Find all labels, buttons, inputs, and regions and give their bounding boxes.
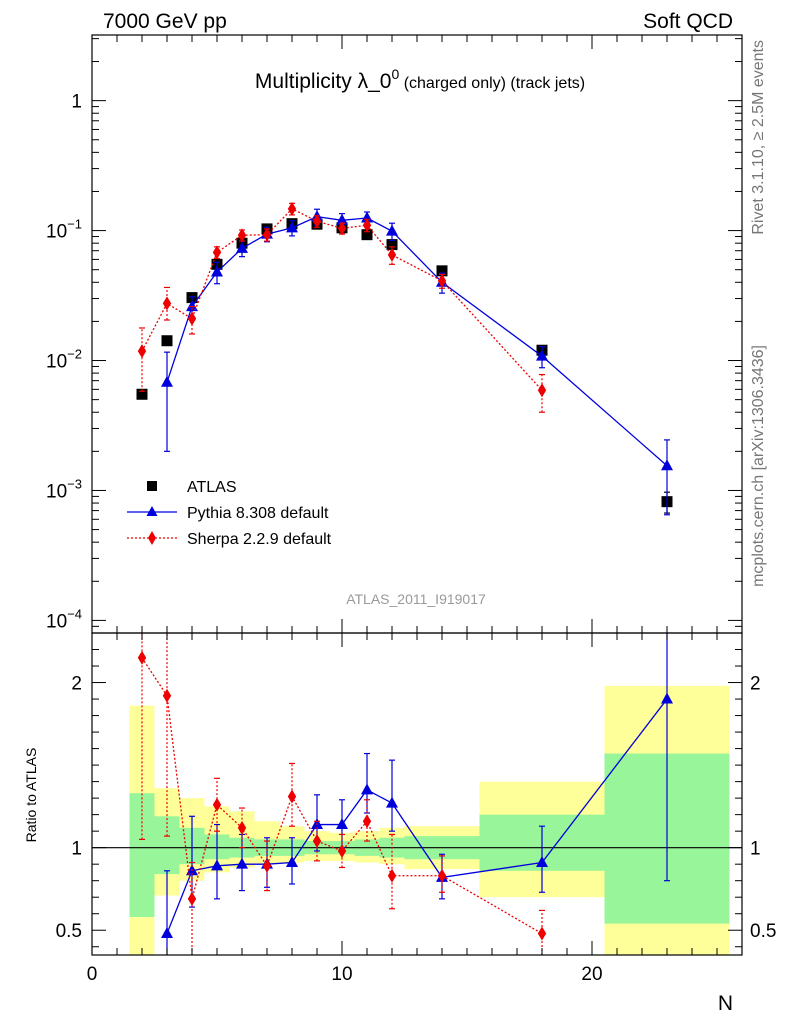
point-pythia-8-308-default — [161, 375, 173, 387]
point-pythia-8-308-default — [336, 213, 348, 225]
ratio-y-tick-label: 0.5 — [56, 921, 82, 942]
y-tick-label: 1 — [71, 92, 82, 113]
point-atlas — [136, 388, 148, 400]
main-axes: 1 10−1 10−2 10−3 10−4 — [46, 34, 743, 634]
y-tick-label: 10−1 — [46, 217, 82, 243]
reference-label: ATLAS_2011_I919017 — [346, 591, 486, 607]
series-line-sherpa-2-2-9-default — [141, 208, 543, 391]
y-tick-label: 10−3 — [46, 476, 82, 502]
x-axis-label: N — [718, 992, 733, 1015]
legend-marker-pythia — [146, 506, 158, 516]
ratio-axes: 0.5 0.51 12 20 10 20 — [56, 632, 776, 985]
point-sherpa-2-2-9-default — [437, 868, 447, 883]
legend-marker-sherpa — [148, 531, 156, 545]
ratio-y-tick-label-right: 0.5 — [750, 921, 776, 942]
point-sherpa-2-2-9-default — [212, 797, 222, 812]
point-pythia-8-308-default — [286, 221, 298, 233]
point-atlas — [361, 229, 373, 241]
x-tick-label: 10 — [331, 964, 352, 985]
x-tick-label: 0 — [87, 964, 98, 985]
point-sherpa-2-2-9-default — [337, 221, 347, 236]
category-label: Soft QCD — [643, 10, 733, 33]
point-pythia-8-308-default — [161, 927, 173, 939]
point-pythia-8-308-default — [361, 783, 373, 795]
band-green — [154, 816, 180, 875]
ratio-y-axis-label: Ratio to ATLAS — [23, 748, 39, 843]
point-sherpa-2-2-9-default — [312, 214, 322, 229]
point-atlas — [161, 335, 173, 347]
point-sherpa-2-2-9-default — [287, 201, 297, 216]
legend-marker-atlas — [147, 481, 157, 491]
plot-title-main: Multiplicity λ_0 — [255, 70, 392, 93]
plot-title-sup: 0 — [391, 66, 399, 82]
series-sherpa-2-2-9-default — [137, 201, 547, 413]
point-sherpa-2-2-9-default — [337, 843, 347, 858]
point-sherpa-2-2-9-default — [237, 820, 247, 835]
main-series-layer — [136, 201, 673, 516]
ratio-series-layer — [137, 633, 673, 955]
legend-item-atlas: ATLAS — [147, 479, 237, 496]
y-tick-label: 10−4 — [46, 606, 82, 632]
series-pythia-8-308-default — [161, 208, 673, 516]
point-pythia-8-308-default — [236, 241, 248, 253]
point-sherpa-2-2-9-default — [387, 868, 397, 883]
legend-item-pythia: Pythia 8.308 default — [127, 505, 329, 522]
point-sherpa-2-2-9-default — [362, 218, 372, 233]
legend-label-sherpa: Sherpa 2.2.9 default — [187, 531, 332, 548]
mcplots-label: mcplots.cern.ch [arXiv:1306.3436] — [750, 345, 767, 587]
x-tick-label: 20 — [581, 964, 602, 985]
point-sherpa-2-2-9-default — [387, 247, 397, 262]
rivet-label: Rivet 3.1.10, ≥ 2.5M events — [750, 40, 767, 235]
ratio-y-tick-label: 2 — [71, 674, 82, 695]
ratio-y-tick-label-right: 1 — [750, 839, 761, 860]
y-tick-label: 10−2 — [46, 347, 82, 373]
point-sherpa-2-2-9-default — [312, 834, 322, 849]
plot-title-suffix: (charged only) (track jets) — [399, 75, 585, 92]
plot-title: Multiplicity λ_00 (charged only) (track … — [255, 66, 585, 93]
point-sherpa-2-2-9-default — [537, 926, 547, 941]
band-green — [129, 793, 155, 918]
legend-label-pythia: Pythia 8.308 default — [187, 505, 329, 522]
point-sherpa-2-2-9-default — [262, 227, 272, 242]
point-sherpa-2-2-9-default — [212, 245, 222, 260]
ratio-y-tick-label-right: 2 — [750, 674, 761, 695]
point-sherpa-2-2-9-default — [137, 650, 147, 665]
point-sherpa-2-2-9-default — [537, 383, 547, 398]
point-pythia-8-308-default — [386, 224, 398, 236]
legend: ATLAS Pythia 8.308 default Sherpa 2.2.9 … — [127, 479, 332, 548]
legend-item-sherpa: Sherpa 2.2.9 default — [127, 531, 332, 548]
point-pythia-8-308-default — [211, 859, 223, 871]
point-pythia-8-308-default — [186, 300, 198, 312]
point-sherpa-2-2-9-default — [162, 296, 172, 311]
point-sherpa-2-2-9-default — [137, 344, 147, 359]
point-pythia-8-308-default — [336, 818, 348, 830]
point-pythia-8-308-default — [661, 459, 673, 471]
legend-label-atlas: ATLAS — [187, 479, 237, 496]
series-sherpa-2-2-9-default — [137, 633, 547, 955]
point-pythia-8-308-default — [211, 265, 223, 277]
point-sherpa-2-2-9-default — [237, 228, 247, 243]
point-sherpa-2-2-9-default — [187, 311, 197, 326]
point-sherpa-2-2-9-default — [362, 814, 372, 829]
point-pythia-8-308-default — [536, 349, 548, 361]
point-pythia-8-308-default — [661, 692, 673, 704]
point-pythia-8-308-default — [286, 856, 298, 868]
point-sherpa-2-2-9-default — [262, 858, 272, 873]
point-sherpa-2-2-9-default — [162, 688, 172, 703]
point-atlas — [386, 239, 398, 251]
point-sherpa-2-2-9-default — [437, 273, 447, 288]
ratio-uncertainty-bands — [129, 685, 730, 955]
point-pythia-8-308-default — [386, 796, 398, 808]
point-sherpa-2-2-9-default — [187, 891, 197, 906]
point-sherpa-2-2-9-default — [287, 789, 297, 804]
ratio-y-tick-label: 1 — [71, 839, 82, 860]
point-pythia-8-308-default — [536, 856, 548, 868]
point-pythia-8-308-default — [236, 857, 248, 869]
point-atlas — [436, 265, 448, 277]
energy-label: 7000 GeV pp — [103, 10, 227, 33]
